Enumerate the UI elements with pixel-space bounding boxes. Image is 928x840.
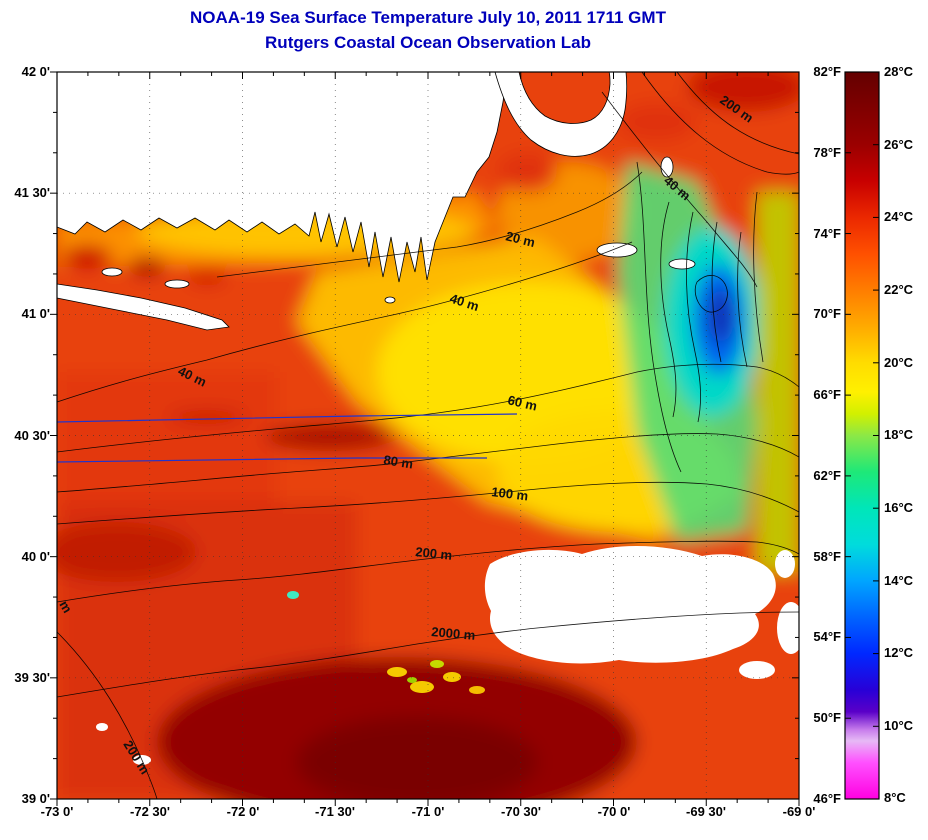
x-axis-tick-label: -70 0' (597, 804, 631, 819)
contour-label: 20 m (504, 228, 536, 250)
island-nantucket (668, 258, 696, 270)
colorbar-f-label: 54°F (813, 629, 841, 644)
colorbar-f-label: 66°F (813, 387, 841, 402)
island-small (101, 267, 123, 277)
coastline-long-island (56, 283, 230, 331)
page-subtitle: Rutgers Coastal Ocean Observation Lab (265, 33, 591, 52)
colorbar-border (844, 71, 880, 800)
x-axis-tick-label: -72 30' (130, 804, 170, 819)
x-axis-tick-label: -72 0' (226, 804, 260, 819)
sst-map-image: 200 m 40 m 20 m 40 m 40 m 60 m 80 m 100 … (50, 71, 805, 806)
colorbar-c-label: 12°C (884, 645, 914, 660)
x-axis-tick-label: -71 30' (315, 804, 355, 819)
y-axis-tick-label: 39 30' (14, 670, 50, 685)
y-axis-tick-label: 40 30' (14, 428, 50, 443)
coastline-southern-new-england (56, 71, 508, 283)
y-axis-tick-label: 41 0' (21, 306, 50, 321)
front-annotation-lines (56, 413, 518, 463)
y-axis-tick-label: 40 0' (21, 549, 50, 564)
colorbar-c-label: 20°C (884, 355, 914, 370)
x-axis-tick-label: -70 30' (501, 804, 541, 819)
colorbar-c-label: 26°C (884, 137, 914, 152)
contour-label: 2000 m (431, 624, 476, 643)
colorbar-f-label: 62°F (813, 468, 841, 483)
colorbar-c-label: 28°C (884, 64, 914, 79)
colorbar-c-label: 24°C (884, 209, 914, 224)
map-border (56, 71, 800, 800)
x-axis-tick-label: -69 0' (782, 804, 816, 819)
colorbar-c-label: 14°C (884, 573, 914, 588)
colorbar-f-label: 46°F (813, 791, 841, 806)
cloud-layer (96, 545, 805, 765)
contour-label: 80 m (383, 452, 415, 471)
island-block (384, 296, 396, 304)
page-title: NOAA-19 Sea Surface Temperature July 10,… (190, 8, 666, 27)
colorbar-image (844, 71, 880, 800)
colorbar-f-label: 74°F (813, 226, 841, 241)
contour-label: 60 m (506, 392, 538, 413)
y-axis-tick-label: 42 0' (21, 64, 50, 79)
colorbar-c-label: 10°C (884, 718, 914, 733)
contour-label: 200 m (415, 544, 453, 563)
graticule (57, 72, 799, 799)
colorbar-c-label: 18°C (884, 427, 914, 442)
island-marthas-vineyard (596, 242, 638, 258)
axis-ticks (50, 71, 800, 806)
x-axis-tick-label: -69 30' (686, 804, 726, 819)
x-axis-tick-label: -73 0' (40, 804, 74, 819)
land-layer (56, 71, 696, 331)
colorbar-c-label: 22°C (884, 282, 914, 297)
bathymetry-contours (56, 71, 800, 800)
colorbar-c-label: 16°C (884, 500, 914, 515)
contour-label: 100 m (491, 484, 529, 503)
colorbar-f-label: 78°F (813, 145, 841, 160)
island-small (164, 279, 190, 289)
temperature-colorbar (844, 71, 880, 800)
coastline-cape-cod (494, 71, 628, 157)
y-axis-tick-label: 39 0' (21, 791, 50, 806)
colorbar-f-label: 82°F (813, 64, 841, 79)
colorbar-f-label: 50°F (813, 710, 841, 725)
x-axis-tick-label: -71 0' (411, 804, 445, 819)
colorbar-f-label: 58°F (813, 549, 841, 564)
y-axis-tick-label: 41 30' (14, 185, 50, 200)
colorbar-f-label: 70°F (813, 306, 841, 321)
colorbar-c-label: 8°C (884, 790, 906, 805)
map-plot-area: 200 m 40 m 20 m 40 m 40 m 60 m 80 m 100 … (50, 71, 805, 806)
